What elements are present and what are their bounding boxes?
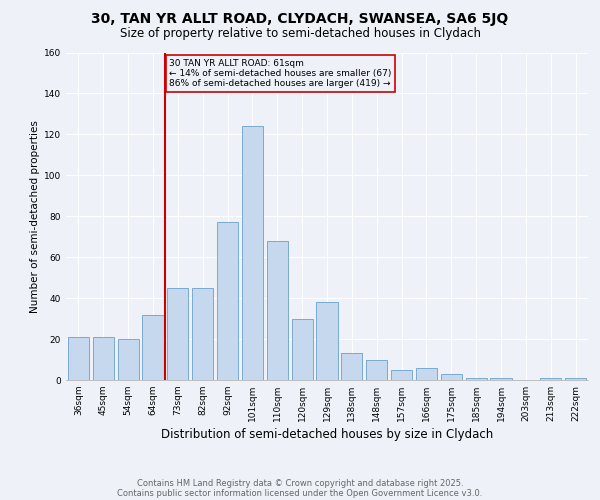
Bar <box>142 314 164 380</box>
Text: Contains HM Land Registry data © Crown copyright and database right 2025.: Contains HM Land Registry data © Crown c… <box>137 479 463 488</box>
Bar <box>93 337 114 380</box>
Bar <box>565 378 586 380</box>
Bar <box>167 288 188 380</box>
Bar <box>391 370 412 380</box>
Bar <box>416 368 437 380</box>
Bar <box>292 318 313 380</box>
Text: Size of property relative to semi-detached houses in Clydach: Size of property relative to semi-detach… <box>119 28 481 40</box>
Bar <box>341 354 362 380</box>
Text: 30, TAN YR ALLT ROAD, CLYDACH, SWANSEA, SA6 5JQ: 30, TAN YR ALLT ROAD, CLYDACH, SWANSEA, … <box>91 12 509 26</box>
Bar <box>267 241 288 380</box>
Bar <box>540 378 561 380</box>
Bar <box>466 378 487 380</box>
Bar <box>242 126 263 380</box>
Bar <box>118 339 139 380</box>
Bar <box>68 337 89 380</box>
Y-axis label: Number of semi-detached properties: Number of semi-detached properties <box>30 120 40 312</box>
Bar <box>441 374 462 380</box>
Bar <box>192 288 213 380</box>
Bar <box>490 378 512 380</box>
Bar <box>316 302 338 380</box>
Bar <box>217 222 238 380</box>
Text: Contains public sector information licensed under the Open Government Licence v3: Contains public sector information licen… <box>118 489 482 498</box>
Text: 30 TAN YR ALLT ROAD: 61sqm
← 14% of semi-detached houses are smaller (67)
86% of: 30 TAN YR ALLT ROAD: 61sqm ← 14% of semi… <box>169 58 392 88</box>
Bar <box>366 360 387 380</box>
X-axis label: Distribution of semi-detached houses by size in Clydach: Distribution of semi-detached houses by … <box>161 428 493 441</box>
